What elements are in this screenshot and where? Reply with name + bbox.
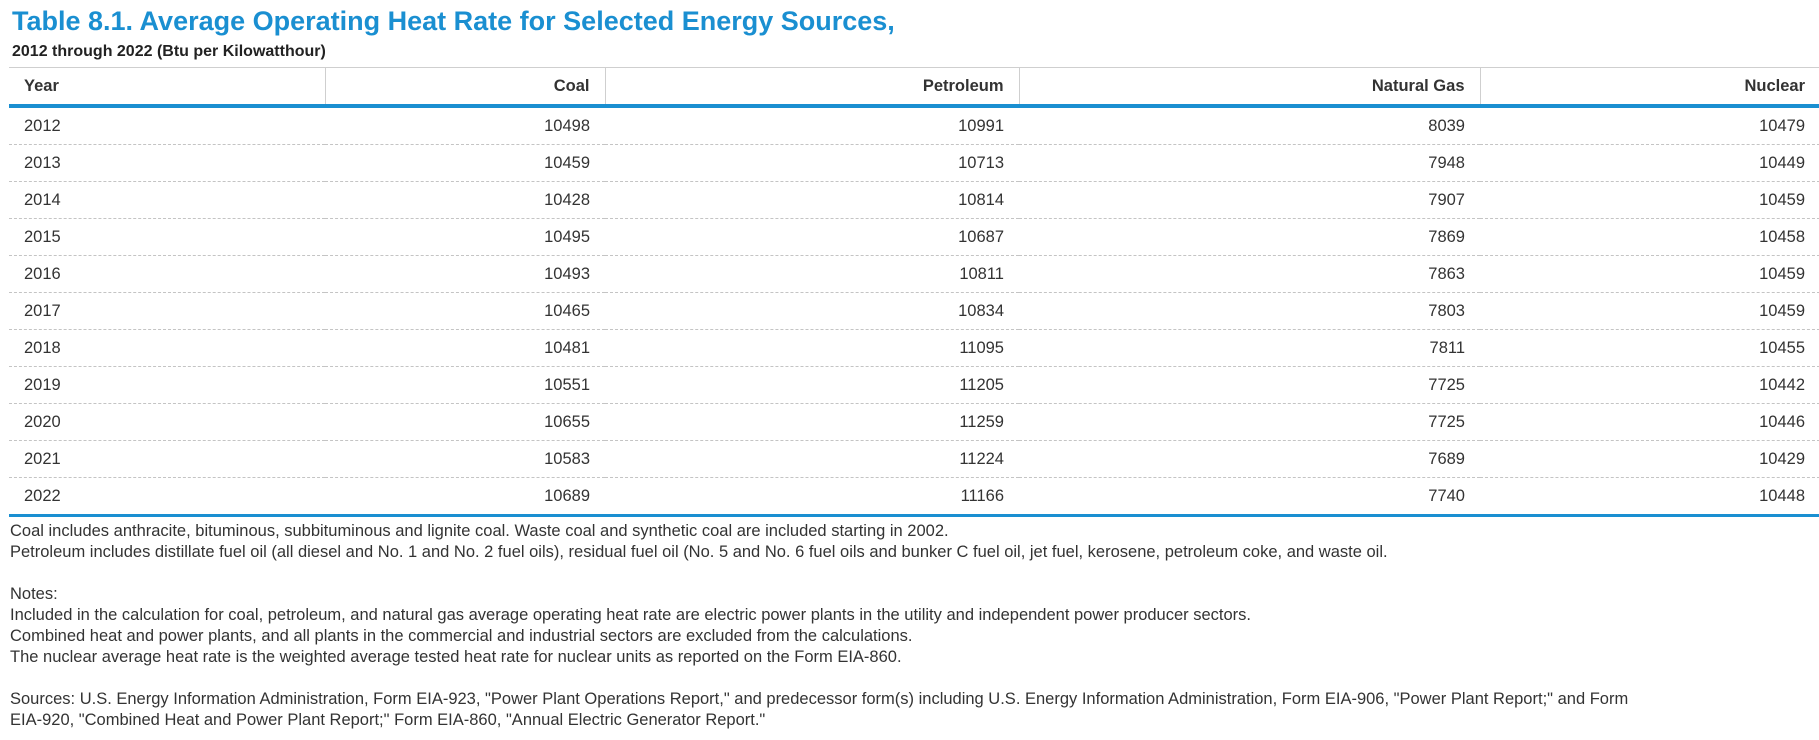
footnote-petroleum-definition: Petroleum includes distillate fuel oil (… [10,543,1388,561]
cell-nuclear: 10448 [1480,477,1819,517]
sources-line-2: EIA-920, "Combined Heat and Power Plant … [10,711,766,729]
cell-natural-gas: 7740 [1019,477,1480,517]
cell-natural-gas: 7948 [1019,144,1480,182]
cell-natural-gas: 7803 [1019,292,1480,330]
table-row: 2013 10459 10713 7948 10449 [9,144,1819,182]
cell-year: 2017 [9,292,325,330]
cell-nuclear: 10455 [1480,329,1819,367]
column-header-natural-gas[interactable]: Natural Gas [1019,67,1481,108]
cell-year: 2021 [9,440,325,478]
cell-coal: 10493 [325,255,605,293]
cell-year: 2018 [9,329,325,367]
cell-coal: 10428 [325,181,605,219]
cell-year: 2012 [9,106,325,145]
cell-year: 2014 [9,181,325,219]
cell-coal: 10465 [325,292,605,330]
cell-petroleum: 10687 [605,218,1019,256]
heat-rate-table: Year Coal Petroleum Natural Gas Nuclear … [9,67,1819,517]
cell-petroleum: 11095 [605,329,1019,367]
cell-natural-gas: 7907 [1019,181,1480,219]
cell-coal: 10655 [325,403,605,441]
table-row: 2012 10498 10991 8039 10479 [9,106,1819,145]
cell-petroleum: 11166 [605,477,1019,517]
table-row: 2018 10481 11095 7811 10455 [9,329,1819,367]
cell-coal: 10498 [325,106,605,145]
cell-natural-gas: 7725 [1019,366,1480,404]
table-row: 2019 10551 11205 7725 10442 [9,366,1819,404]
cell-coal: 10481 [325,329,605,367]
spacer [10,563,1810,584]
column-header-year[interactable]: Year [9,67,326,108]
table-title: Table 8.1. Average Operating Heat Rate f… [12,6,895,36]
note-1: Included in the calculation for coal, pe… [10,606,1252,624]
cell-natural-gas: 7725 [1019,403,1480,441]
cell-year: 2016 [9,255,325,293]
cell-year: 2015 [9,218,325,256]
table-row: 2016 10493 10811 7863 10459 [9,255,1819,293]
cell-natural-gas: 7863 [1019,255,1480,293]
cell-year: 2013 [9,144,325,182]
footnote-coal-definition: Coal includes anthracite, bituminous, su… [10,522,949,540]
note-3: The nuclear average heat rate is the wei… [10,648,902,666]
cell-coal: 10495 [325,218,605,256]
table-row: 2022 10689 11166 7740 10448 [9,477,1819,517]
spacer [10,668,1810,689]
cell-nuclear: 10442 [1480,366,1819,404]
cell-natural-gas: 7869 [1019,218,1480,256]
cell-year: 2019 [9,366,325,404]
cell-petroleum: 11259 [605,403,1019,441]
cell-nuclear: 10449 [1480,144,1819,182]
page: Table 8.1. Average Operating Heat Rate f… [0,6,1819,740]
cell-petroleum: 10814 [605,181,1019,219]
cell-coal: 10583 [325,440,605,478]
table-row: 2015 10495 10687 7869 10458 [9,218,1819,256]
cell-coal: 10459 [325,144,605,182]
cell-year: 2020 [9,403,325,441]
cell-nuclear: 10479 [1480,106,1819,145]
table-row: 2020 10655 11259 7725 10446 [9,403,1819,441]
column-header-coal[interactable]: Coal [325,67,606,108]
column-header-petroleum[interactable]: Petroleum [605,67,1020,108]
column-header-nuclear[interactable]: Nuclear [1480,67,1819,108]
table-header-row: Year Coal Petroleum Natural Gas Nuclear [9,67,1819,108]
cell-petroleum: 10991 [605,106,1019,145]
note-2: Combined heat and power plants, and all … [10,627,913,645]
cell-nuclear: 10429 [1480,440,1819,478]
table-row: 2017 10465 10834 7803 10459 [9,292,1819,330]
cell-coal: 10551 [325,366,605,404]
notes-heading: Notes: [10,585,58,603]
cell-petroleum: 11205 [605,366,1019,404]
table-row: 2021 10583 11224 7689 10429 [9,440,1819,478]
cell-year: 2022 [9,477,325,517]
table-subtitle: 2012 through 2022 (Btu per Kilowatthour) [12,43,326,60]
cell-nuclear: 10446 [1480,403,1819,441]
cell-petroleum: 10834 [605,292,1019,330]
cell-coal: 10689 [325,477,605,517]
cell-nuclear: 10459 [1480,255,1819,293]
table-footnotes: Coal includes anthracite, bituminous, su… [10,521,1810,731]
cell-natural-gas: 7811 [1019,329,1480,367]
cell-petroleum: 11224 [605,440,1019,478]
cell-nuclear: 10458 [1480,218,1819,256]
cell-natural-gas: 8039 [1019,106,1480,145]
table-row: 2014 10428 10814 7907 10459 [9,181,1819,219]
sources-line-1: Sources: U.S. Energy Information Adminis… [10,690,1629,708]
cell-petroleum: 10713 [605,144,1019,182]
cell-natural-gas: 7689 [1019,440,1480,478]
cell-nuclear: 10459 [1480,181,1819,219]
cell-nuclear: 10459 [1480,292,1819,330]
cell-petroleum: 10811 [605,255,1019,293]
